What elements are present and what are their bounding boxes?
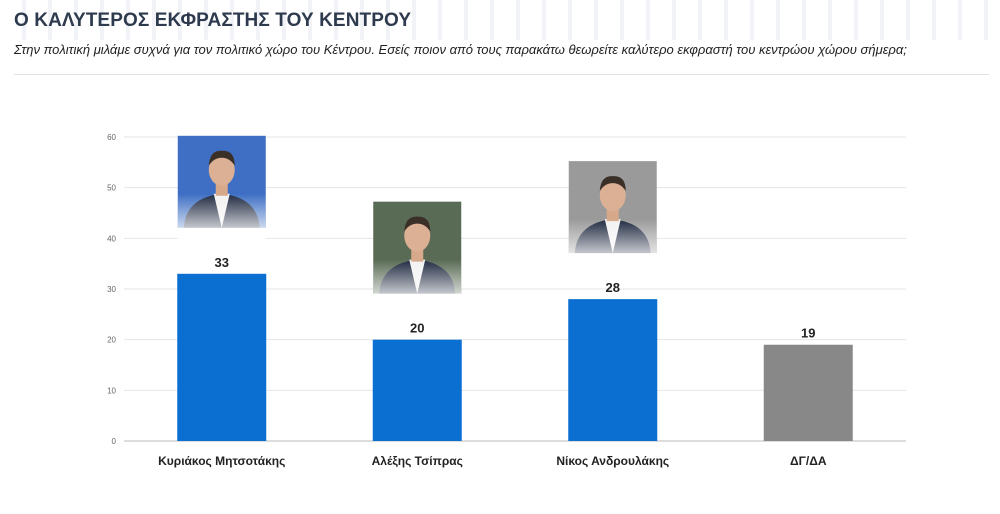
portrait-photo xyxy=(373,201,462,306)
bar xyxy=(568,299,658,441)
header-divider xyxy=(14,74,989,75)
y-tick-label: 0 xyxy=(112,437,117,446)
y-axis: 0 10 20 30 40 50 60 xyxy=(107,133,116,446)
portrait-photo xyxy=(177,135,266,240)
y-tick-label: 10 xyxy=(107,386,116,395)
y-tick-label: 20 xyxy=(107,336,116,345)
category-label: Αλέξης Τσίπρας xyxy=(372,454,463,468)
category-label: Νίκος Ανδρουλάκης xyxy=(556,454,669,468)
value-label: 20 xyxy=(410,321,424,336)
chart-subtitle: Στην πολιτική μιλάμε συχνά για τον πολιτ… xyxy=(14,42,907,57)
y-tick-label: 50 xyxy=(107,184,116,193)
value-labels: 33 20 28 19 xyxy=(215,255,816,341)
portrait-photo xyxy=(568,161,657,266)
value-label: 33 xyxy=(215,255,229,270)
bar xyxy=(763,344,853,441)
header-band xyxy=(0,0,1000,40)
value-label: 19 xyxy=(801,326,815,341)
x-axis: Κυριάκος Μητσοτάκης Αλέξης Τσίπρας Νίκος Α… xyxy=(158,454,827,468)
value-label: 28 xyxy=(606,280,620,295)
bar xyxy=(177,273,267,441)
bar xyxy=(372,339,462,441)
category-label: ΔΓ/ΔΑ xyxy=(790,454,827,468)
chart-title: Ο ΚΑΛΥΤΕΡΟΣ ΕΚΦΡΑΣΤΗΣ ΤΟΥ ΚΕΝΤΡΟΥ xyxy=(14,10,412,31)
y-tick-label: 40 xyxy=(107,234,116,243)
y-tick-label: 60 xyxy=(107,133,116,142)
y-tick-label: 30 xyxy=(107,285,116,294)
category-label: Κυριάκος Μητσοτάκης xyxy=(158,454,285,468)
bars xyxy=(177,273,853,441)
portraits xyxy=(177,135,657,306)
